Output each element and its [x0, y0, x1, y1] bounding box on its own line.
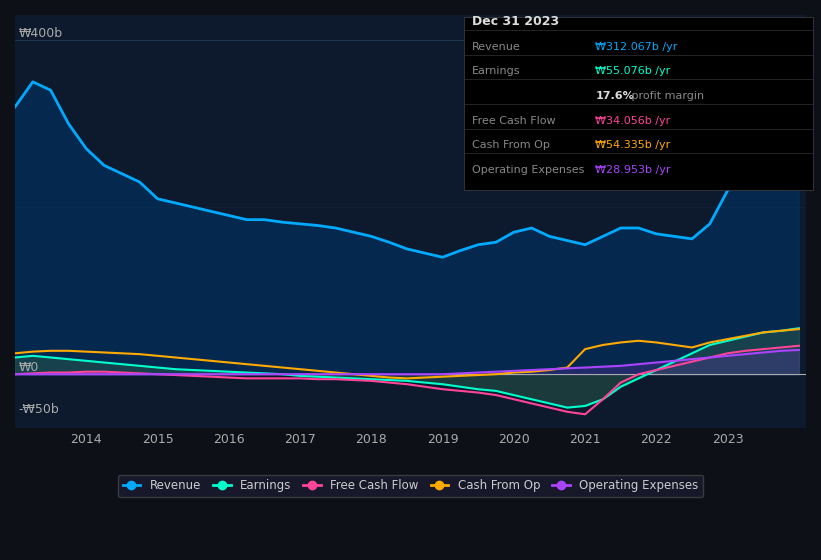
Text: Earnings: Earnings — [472, 67, 521, 77]
Text: ₩28.953b /yr: ₩28.953b /yr — [595, 165, 671, 175]
Legend: Revenue, Earnings, Free Cash Flow, Cash From Op, Operating Expenses: Revenue, Earnings, Free Cash Flow, Cash … — [118, 474, 703, 497]
Text: ₩55.076b /yr: ₩55.076b /yr — [595, 67, 671, 77]
Text: Dec 31 2023: Dec 31 2023 — [472, 15, 559, 28]
Text: ₩312.067b /yr: ₩312.067b /yr — [595, 42, 677, 52]
Text: Revenue: Revenue — [472, 42, 521, 52]
Text: profit margin: profit margin — [628, 91, 704, 101]
Text: Cash From Op: Cash From Op — [472, 141, 550, 151]
Text: 17.6%: 17.6% — [595, 91, 634, 101]
Text: Operating Expenses: Operating Expenses — [472, 165, 585, 175]
Text: ₩54.335b /yr: ₩54.335b /yr — [595, 141, 671, 151]
Text: ₩0: ₩0 — [19, 361, 39, 374]
Text: ₩400b: ₩400b — [19, 27, 62, 40]
Text: ₩34.056b /yr: ₩34.056b /yr — [595, 116, 671, 126]
Text: -₩50b: -₩50b — [19, 403, 59, 416]
Text: Free Cash Flow: Free Cash Flow — [472, 116, 556, 126]
